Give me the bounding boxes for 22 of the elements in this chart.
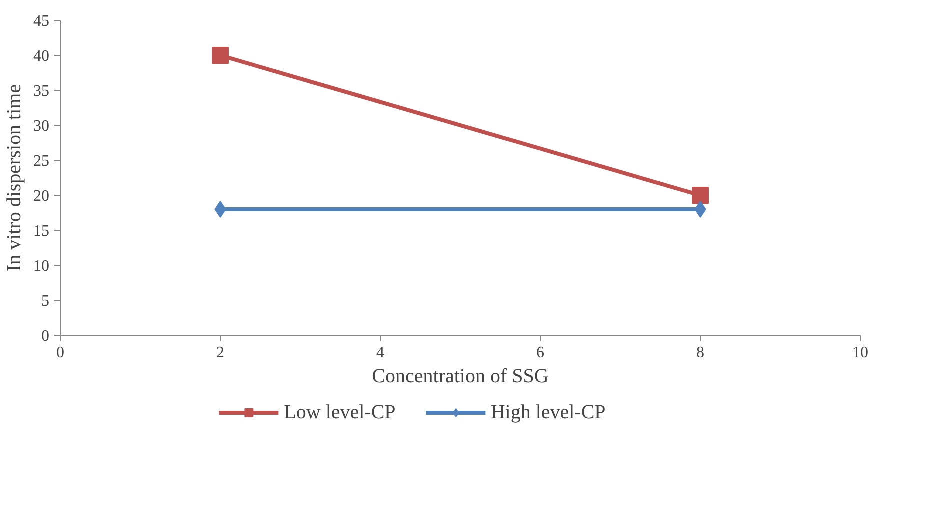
x-tick-label: 4 — [376, 344, 384, 362]
x-tick-label: 6 — [536, 344, 544, 362]
y-tick-label: 10 — [34, 258, 50, 275]
y-tick-label: 25 — [34, 153, 50, 170]
x-tick-label: 8 — [696, 344, 704, 362]
y-tick-label: 30 — [34, 118, 50, 135]
point — [212, 47, 229, 64]
point — [692, 187, 709, 204]
y-tick-label: 15 — [34, 223, 50, 240]
y-tick-label: 35 — [34, 83, 50, 100]
x-tick-label: 2 — [216, 344, 224, 362]
x-axis-title: Concentration of SSG — [372, 366, 549, 388]
x-tick-label: 0 — [56, 344, 64, 362]
x-tick-label: 10 — [852, 344, 868, 362]
y-tick-label: 45 — [34, 13, 50, 30]
y-tick-label: 0 — [42, 328, 50, 345]
legend-label: High level-CP — [490, 401, 606, 424]
y-axis-title: In vitro dispersion time — [4, 84, 26, 272]
y-tick-label: 40 — [34, 48, 50, 65]
y-tick-label: 5 — [42, 293, 50, 310]
y-tick-label: 20 — [34, 188, 50, 205]
legend-label: Low level-CP — [284, 401, 396, 424]
